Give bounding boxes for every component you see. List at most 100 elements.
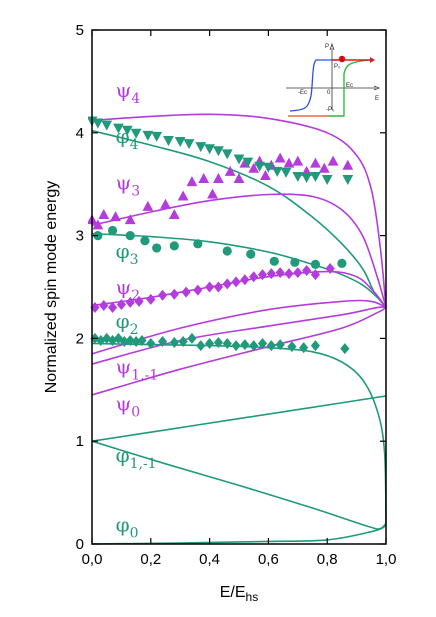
data-point — [152, 243, 162, 253]
curve-12 — [91, 522, 387, 545]
curve-2 — [91, 129, 387, 309]
curve-1 — [91, 113, 387, 308]
data-point — [207, 188, 218, 199]
data-point — [92, 118, 104, 129]
data-point — [293, 267, 303, 279]
data-point — [274, 152, 286, 163]
x-tick-label: 0,2 — [140, 551, 161, 568]
x-axis-title-subscript: hs — [246, 590, 259, 604]
inset-p-axis-arrow — [329, 42, 335, 51]
x-tick-label: 0,8 — [317, 551, 338, 568]
hysteresis-inset: 1 P E P₀ -P₀ -Eᴄ Eᴄ 0 — [286, 42, 381, 117]
curve-label-subscript: 1,-1 — [131, 367, 158, 383]
curve-label-symbol: ψ — [116, 391, 132, 415]
data-point — [213, 146, 224, 157]
curve-label-subscript: 3 — [130, 252, 139, 268]
inset-red-marker-label: 1 — [340, 57, 344, 63]
y-axis-title: Normalized spin mode energy — [43, 181, 60, 394]
curve-6 — [91, 342, 387, 524]
data-point — [342, 175, 354, 186]
data-point — [98, 209, 110, 220]
curve-label-subscript: 4 — [131, 91, 140, 107]
data-point — [246, 249, 256, 259]
data-point — [310, 340, 321, 352]
marker-series-1-triangle-up — [88, 152, 354, 230]
data-point — [183, 139, 195, 150]
data-point — [327, 155, 339, 166]
inset-red-arrowhead — [370, 57, 375, 63]
curve-label-subscript: 0 — [130, 526, 139, 542]
data-point — [196, 340, 206, 352]
data-point — [292, 155, 304, 166]
data-point — [131, 335, 141, 347]
data-point — [337, 258, 347, 268]
data-point — [140, 236, 150, 246]
data-point — [240, 274, 250, 286]
x-tick-label: 0,4 — [199, 551, 220, 568]
data-point — [163, 135, 174, 146]
y-tick-label: 4 — [76, 125, 84, 142]
data-point — [271, 166, 283, 177]
data-point — [151, 131, 163, 142]
data-point — [187, 332, 197, 344]
curve-label-symbol: φ — [116, 239, 130, 263]
data-point — [213, 281, 224, 293]
curve-label-symbol: ψ — [116, 275, 132, 299]
plot-frame — [91, 29, 387, 545]
data-markers — [88, 116, 354, 355]
curve-label-subscript: 3 — [131, 183, 140, 199]
data-point — [142, 130, 154, 141]
data-point — [99, 300, 109, 312]
data-point — [249, 340, 259, 352]
data-point — [157, 335, 168, 347]
data-point — [269, 256, 279, 266]
curve-label-symbol: ψ — [116, 354, 132, 378]
data-point — [193, 239, 203, 249]
data-point — [157, 289, 168, 301]
data-point — [310, 259, 321, 269]
curve-label-symbol: φ — [116, 309, 130, 333]
curve-label: ψ4 — [116, 78, 141, 107]
curve-label: φ4 — [116, 124, 139, 153]
data-point — [186, 176, 198, 187]
data-point — [213, 337, 224, 349]
marker-series-5-diamond — [90, 332, 350, 355]
data-point — [340, 343, 350, 355]
inset-p-label: P — [325, 44, 329, 50]
data-point — [266, 268, 276, 280]
inset-blue-branch — [289, 59, 338, 112]
x-tick-label: 1,0 — [376, 551, 397, 568]
data-point — [110, 211, 121, 222]
marker-series-2-triangle-down — [88, 116, 354, 186]
data-point — [146, 293, 156, 305]
data-point — [119, 335, 129, 347]
curve-label-symbol: φ — [116, 124, 130, 148]
curve-label-subscript: 1,-1 — [130, 456, 157, 472]
data-point — [116, 298, 126, 310]
data-point — [321, 175, 333, 186]
data-point — [222, 246, 232, 256]
data-point — [146, 338, 156, 350]
data-point — [240, 339, 250, 351]
inset-ec-label: Eᴄ — [346, 83, 353, 89]
data-point — [195, 142, 207, 153]
data-point — [325, 262, 335, 274]
data-point — [233, 154, 245, 165]
data-point — [125, 231, 135, 241]
inset-minus-ec-label: -Eᴄ — [298, 90, 307, 96]
data-point — [174, 137, 186, 148]
data-point — [301, 173, 313, 184]
curve-10 — [91, 395, 387, 442]
x-axis-title: E/Ehs — [220, 584, 258, 604]
curve-11 — [91, 440, 387, 530]
data-point — [137, 334, 147, 346]
y-tick-label: 0 — [76, 536, 84, 553]
data-point — [292, 171, 304, 182]
curve-label-subscript: 2 — [130, 322, 139, 338]
data-point — [310, 171, 321, 182]
data-point — [198, 173, 210, 184]
data-point — [107, 225, 118, 236]
data-point — [257, 338, 268, 350]
curve-label: ψ3 — [116, 170, 141, 199]
